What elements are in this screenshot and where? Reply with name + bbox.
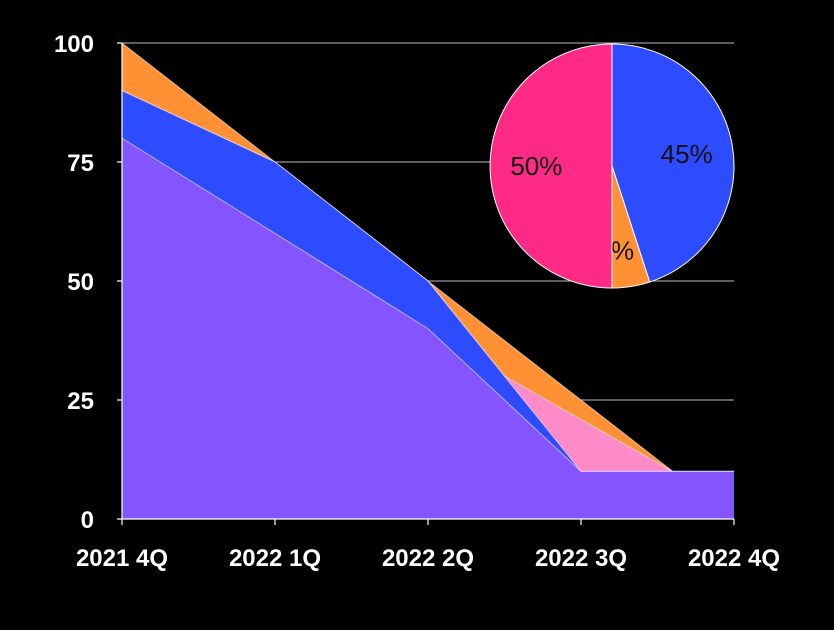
y-tick-label: 100 xyxy=(54,31,94,58)
y-axis-tick-labels: 0 25 50 75 100 xyxy=(54,31,94,534)
y-tick-label: 50 xyxy=(67,269,94,296)
x-axis-tick-labels: 2021 4Q 2022 1Q 2022 2Q 2022 3Q 2022 4Q xyxy=(76,545,780,572)
area-series xyxy=(121,42,734,519)
x-tick-label: 2022 3Q xyxy=(535,545,627,572)
pie-slice-2 xyxy=(489,43,613,289)
y-tick-label: 75 xyxy=(67,150,94,177)
pie-chart: 45%5%50% xyxy=(489,43,735,289)
axes xyxy=(117,42,735,525)
pie-slice-0 xyxy=(611,43,735,283)
y-tick-label: 25 xyxy=(67,388,94,415)
x-tick-label: 2021 4Q xyxy=(76,545,168,572)
area-series-edge-3 xyxy=(121,137,734,472)
x-tick-label: 2022 1Q xyxy=(229,545,321,572)
x-tick-label: 2022 2Q xyxy=(382,545,474,572)
pie-slice-label: 50% xyxy=(510,151,562,181)
y-tick-label: 0 xyxy=(81,507,94,534)
x-tick-label: 2022 4Q xyxy=(688,545,780,572)
pie-slice-label: 45% xyxy=(661,139,713,169)
